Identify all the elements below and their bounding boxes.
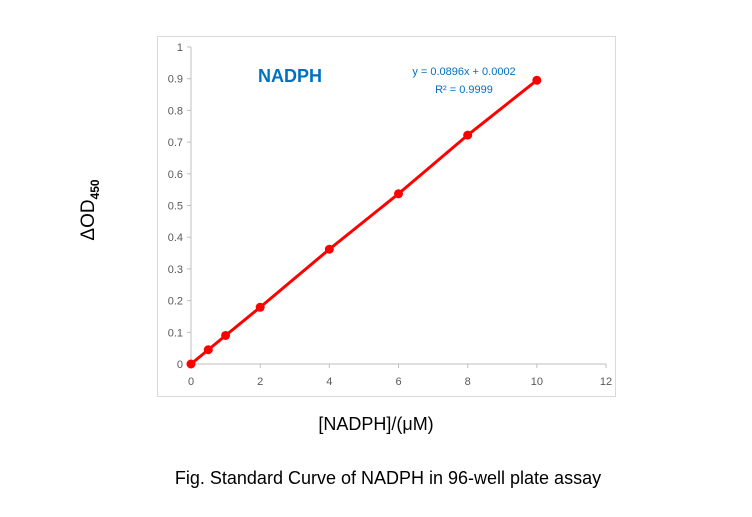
series-line — [190, 79, 538, 366]
data-point — [203, 345, 213, 355]
y-tick-label: 0.3 — [168, 264, 183, 276]
y-tick-label: 0.9 — [168, 74, 183, 86]
data-point — [532, 75, 542, 85]
data-point — [255, 302, 265, 312]
y-tick-label: 0.4 — [168, 232, 183, 244]
y-tick-label: 0.6 — [168, 169, 183, 181]
x-tick-label: 6 — [395, 376, 401, 388]
x-tick-label: 8 — [465, 376, 471, 388]
x-tick-label: 12 — [600, 376, 612, 388]
y-tick-label: 0.8 — [168, 105, 183, 117]
x-tick-label: 0 — [188, 376, 194, 388]
x-tick-label: 2 — [257, 376, 263, 388]
data-point — [463, 130, 473, 140]
data-point — [221, 330, 231, 340]
y-axis-label: ΔOD450 — [78, 179, 102, 240]
chart-frame — [157, 36, 616, 397]
y-axis-label-sub: 450 — [87, 179, 102, 200]
data-point — [186, 359, 196, 369]
r-squared: R² = 0.9999 — [435, 84, 493, 96]
y-tick-label: 0.7 — [168, 137, 183, 149]
data-point — [324, 244, 334, 254]
x-tick-label: 4 — [326, 376, 332, 388]
x-axis-label: [NADPH]/(μM) — [318, 414, 434, 434]
trendline-equation: y = 0.0896x + 0.0002 — [412, 66, 515, 78]
figure-caption: Fig. Standard Curve of NADPH in 96-well … — [174, 468, 602, 488]
data-point — [394, 189, 403, 199]
y-axis-label-main: ΔOD — [78, 199, 100, 241]
x-tick-label: 10 — [531, 376, 543, 388]
y-tick-label: 0.1 — [168, 327, 183, 339]
y-tick-label: 0 — [177, 359, 183, 371]
y-tick-label: 0.2 — [168, 296, 183, 308]
chart-title: NADPH — [258, 66, 322, 86]
y-tick-label: 0.5 — [168, 201, 183, 213]
y-tick-label: 1 — [177, 42, 183, 54]
